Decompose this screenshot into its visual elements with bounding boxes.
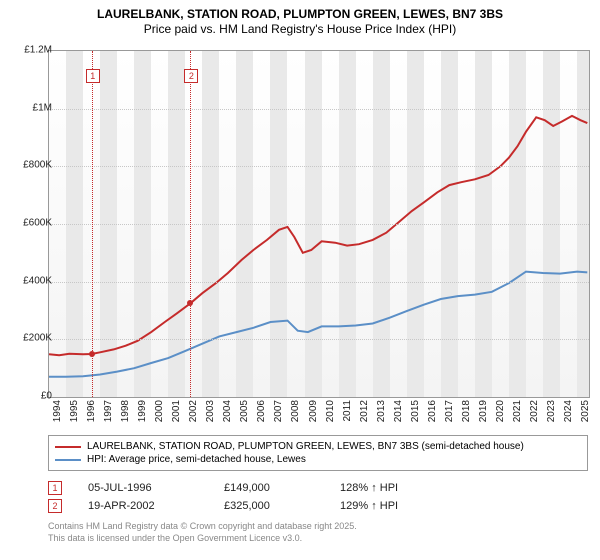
x-tick-label: 1999 [137, 400, 148, 422]
y-tick-label: £1.2M [24, 45, 52, 56]
event-price: £325,000 [224, 500, 314, 512]
x-tick-label: 2018 [461, 400, 472, 422]
x-tick-label: 2023 [546, 400, 557, 422]
y-tick-label: £0 [41, 391, 52, 402]
footer-line-1: Contains HM Land Registry data © Crown c… [48, 521, 588, 533]
x-tick-label: 2015 [410, 400, 421, 422]
legend-label: LAURELBANK, STATION ROAD, PLUMPTON GREEN… [87, 441, 524, 452]
x-tick-label: 1994 [52, 400, 63, 422]
chart-title-1: LAURELBANK, STATION ROAD, PLUMPTON GREEN… [0, 0, 600, 22]
x-tick-label: 1995 [69, 400, 80, 422]
event-date: 19-APR-2002 [88, 500, 198, 512]
gridline [49, 224, 589, 225]
event-row: 2 19-APR-2002 £325,000 129% ↑ HPI [48, 497, 588, 515]
x-tick-label: 2024 [563, 400, 574, 422]
y-tick-label: £400K [23, 275, 52, 286]
x-tick-label: 2004 [222, 400, 233, 422]
y-tick-label: £800K [23, 160, 52, 171]
event-vline [92, 51, 93, 397]
x-tick-label: 2007 [273, 400, 284, 422]
x-tick-label: 2003 [205, 400, 216, 422]
y-tick-label: £200K [23, 333, 52, 344]
x-tick-label: 2013 [376, 400, 387, 422]
x-tick-label: 2012 [359, 400, 370, 422]
x-tick-label: 1996 [86, 400, 97, 422]
event-marker: 2 [184, 69, 198, 83]
legend-row: LAURELBANK, STATION ROAD, PLUMPTON GREEN… [55, 440, 581, 453]
x-tick-label: 2000 [154, 400, 165, 422]
series-line [49, 116, 587, 355]
event-hpi: 128% ↑ HPI [340, 482, 398, 494]
event-dot [89, 351, 95, 357]
footer-line-2: This data is licensed under the Open Gov… [48, 533, 588, 545]
legend-row: HPI: Average price, semi-detached house,… [55, 453, 581, 466]
chart-title-2: Price paid vs. HM Land Registry's House … [0, 22, 600, 40]
y-tick-label: £600K [23, 218, 52, 229]
event-marker: 1 [86, 69, 100, 83]
series-line [49, 272, 587, 377]
x-tick-label: 2021 [512, 400, 523, 422]
legend: LAURELBANK, STATION ROAD, PLUMPTON GREEN… [48, 435, 588, 471]
x-tick-label: 1998 [120, 400, 131, 422]
gridline [49, 339, 589, 340]
x-tick-label: 2016 [427, 400, 438, 422]
event-price: £149,000 [224, 482, 314, 494]
event-vline [190, 51, 191, 397]
event-date: 05-JUL-1996 [88, 482, 198, 494]
event-hpi: 129% ↑ HPI [340, 500, 398, 512]
x-tick-label: 2009 [308, 400, 319, 422]
event-dot [187, 300, 193, 306]
gridline [49, 282, 589, 283]
x-tick-label: 2025 [580, 400, 591, 422]
x-tick-label: 2019 [478, 400, 489, 422]
x-tick-label: 2001 [171, 400, 182, 422]
x-tick-label: 2014 [393, 400, 404, 422]
x-tick-label: 2017 [444, 400, 455, 422]
x-tick-label: 2008 [290, 400, 301, 422]
event-id-box: 2 [48, 499, 62, 513]
footer: Contains HM Land Registry data © Crown c… [48, 521, 588, 544]
event-id-box: 1 [48, 481, 62, 495]
x-tick-label: 2010 [325, 400, 336, 422]
x-tick-label: 2022 [529, 400, 540, 422]
y-tick-label: £1M [33, 102, 52, 113]
legend-swatch [55, 459, 81, 461]
x-tick-label: 1997 [103, 400, 114, 422]
figure: LAURELBANK, STATION ROAD, PLUMPTON GREEN… [0, 0, 600, 560]
x-tick-label: 2002 [188, 400, 199, 422]
legend-swatch [55, 446, 81, 448]
event-table: 1 05-JUL-1996 £149,000 128% ↑ HPI 2 19-APR-20… [48, 479, 588, 515]
gridline [49, 109, 589, 110]
legend-label: HPI: Average price, semi-detached house,… [87, 454, 306, 465]
plot-area: 12 [48, 50, 590, 398]
event-row: 1 05-JUL-1996 £149,000 128% ↑ HPI [48, 479, 588, 497]
x-tick-label: 2006 [256, 400, 267, 422]
x-tick-label: 2020 [495, 400, 506, 422]
gridline [49, 166, 589, 167]
x-tick-label: 2005 [239, 400, 250, 422]
x-tick-label: 2011 [342, 400, 353, 422]
